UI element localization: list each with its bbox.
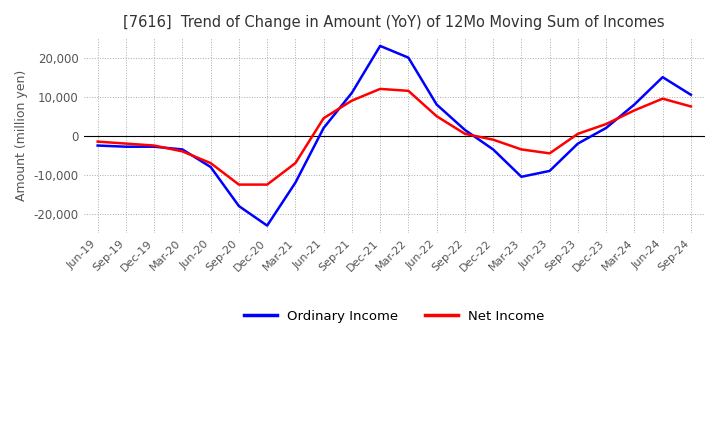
Net Income xyxy=(320,116,328,121)
Net Income xyxy=(376,86,384,92)
Y-axis label: Amount (million yen): Amount (million yen) xyxy=(15,70,28,202)
Ordinary Income xyxy=(94,143,102,148)
Ordinary Income xyxy=(320,125,328,131)
Ordinary Income xyxy=(489,147,498,152)
Ordinary Income xyxy=(545,168,554,173)
Ordinary Income xyxy=(461,127,469,132)
Net Income xyxy=(348,98,356,103)
Ordinary Income xyxy=(602,125,611,131)
Ordinary Income xyxy=(517,174,526,180)
Ordinary Income xyxy=(432,102,441,107)
Ordinary Income xyxy=(658,74,667,80)
Net Income xyxy=(404,88,413,93)
Net Income xyxy=(489,137,498,142)
Ordinary Income xyxy=(291,180,300,185)
Net Income xyxy=(432,114,441,119)
Net Income xyxy=(291,161,300,166)
Ordinary Income xyxy=(235,203,243,209)
Ordinary Income xyxy=(404,55,413,60)
Line: Ordinary Income: Ordinary Income xyxy=(98,46,691,226)
Net Income xyxy=(122,141,130,146)
Ordinary Income xyxy=(122,144,130,149)
Net Income xyxy=(602,121,611,127)
Net Income xyxy=(574,131,582,136)
Net Income xyxy=(658,96,667,101)
Net Income xyxy=(517,147,526,152)
Ordinary Income xyxy=(150,144,158,149)
Ordinary Income xyxy=(630,102,639,107)
Net Income xyxy=(461,131,469,136)
Net Income xyxy=(150,143,158,148)
Net Income xyxy=(178,149,186,154)
Ordinary Income xyxy=(263,223,271,228)
Ordinary Income xyxy=(207,165,215,170)
Ordinary Income xyxy=(687,92,696,97)
Net Income xyxy=(545,151,554,156)
Legend: Ordinary Income, Net Income: Ordinary Income, Net Income xyxy=(238,305,550,328)
Net Income xyxy=(630,108,639,113)
Title: [7616]  Trend of Change in Amount (YoY) of 12Mo Moving Sum of Incomes: [7616] Trend of Change in Amount (YoY) o… xyxy=(123,15,665,30)
Line: Net Income: Net Income xyxy=(98,89,691,185)
Ordinary Income xyxy=(376,43,384,48)
Ordinary Income xyxy=(348,90,356,95)
Ordinary Income xyxy=(178,147,186,152)
Net Income xyxy=(235,182,243,187)
Net Income xyxy=(94,139,102,144)
Net Income xyxy=(263,182,271,187)
Net Income xyxy=(687,104,696,109)
Net Income xyxy=(207,161,215,166)
Ordinary Income xyxy=(574,141,582,146)
